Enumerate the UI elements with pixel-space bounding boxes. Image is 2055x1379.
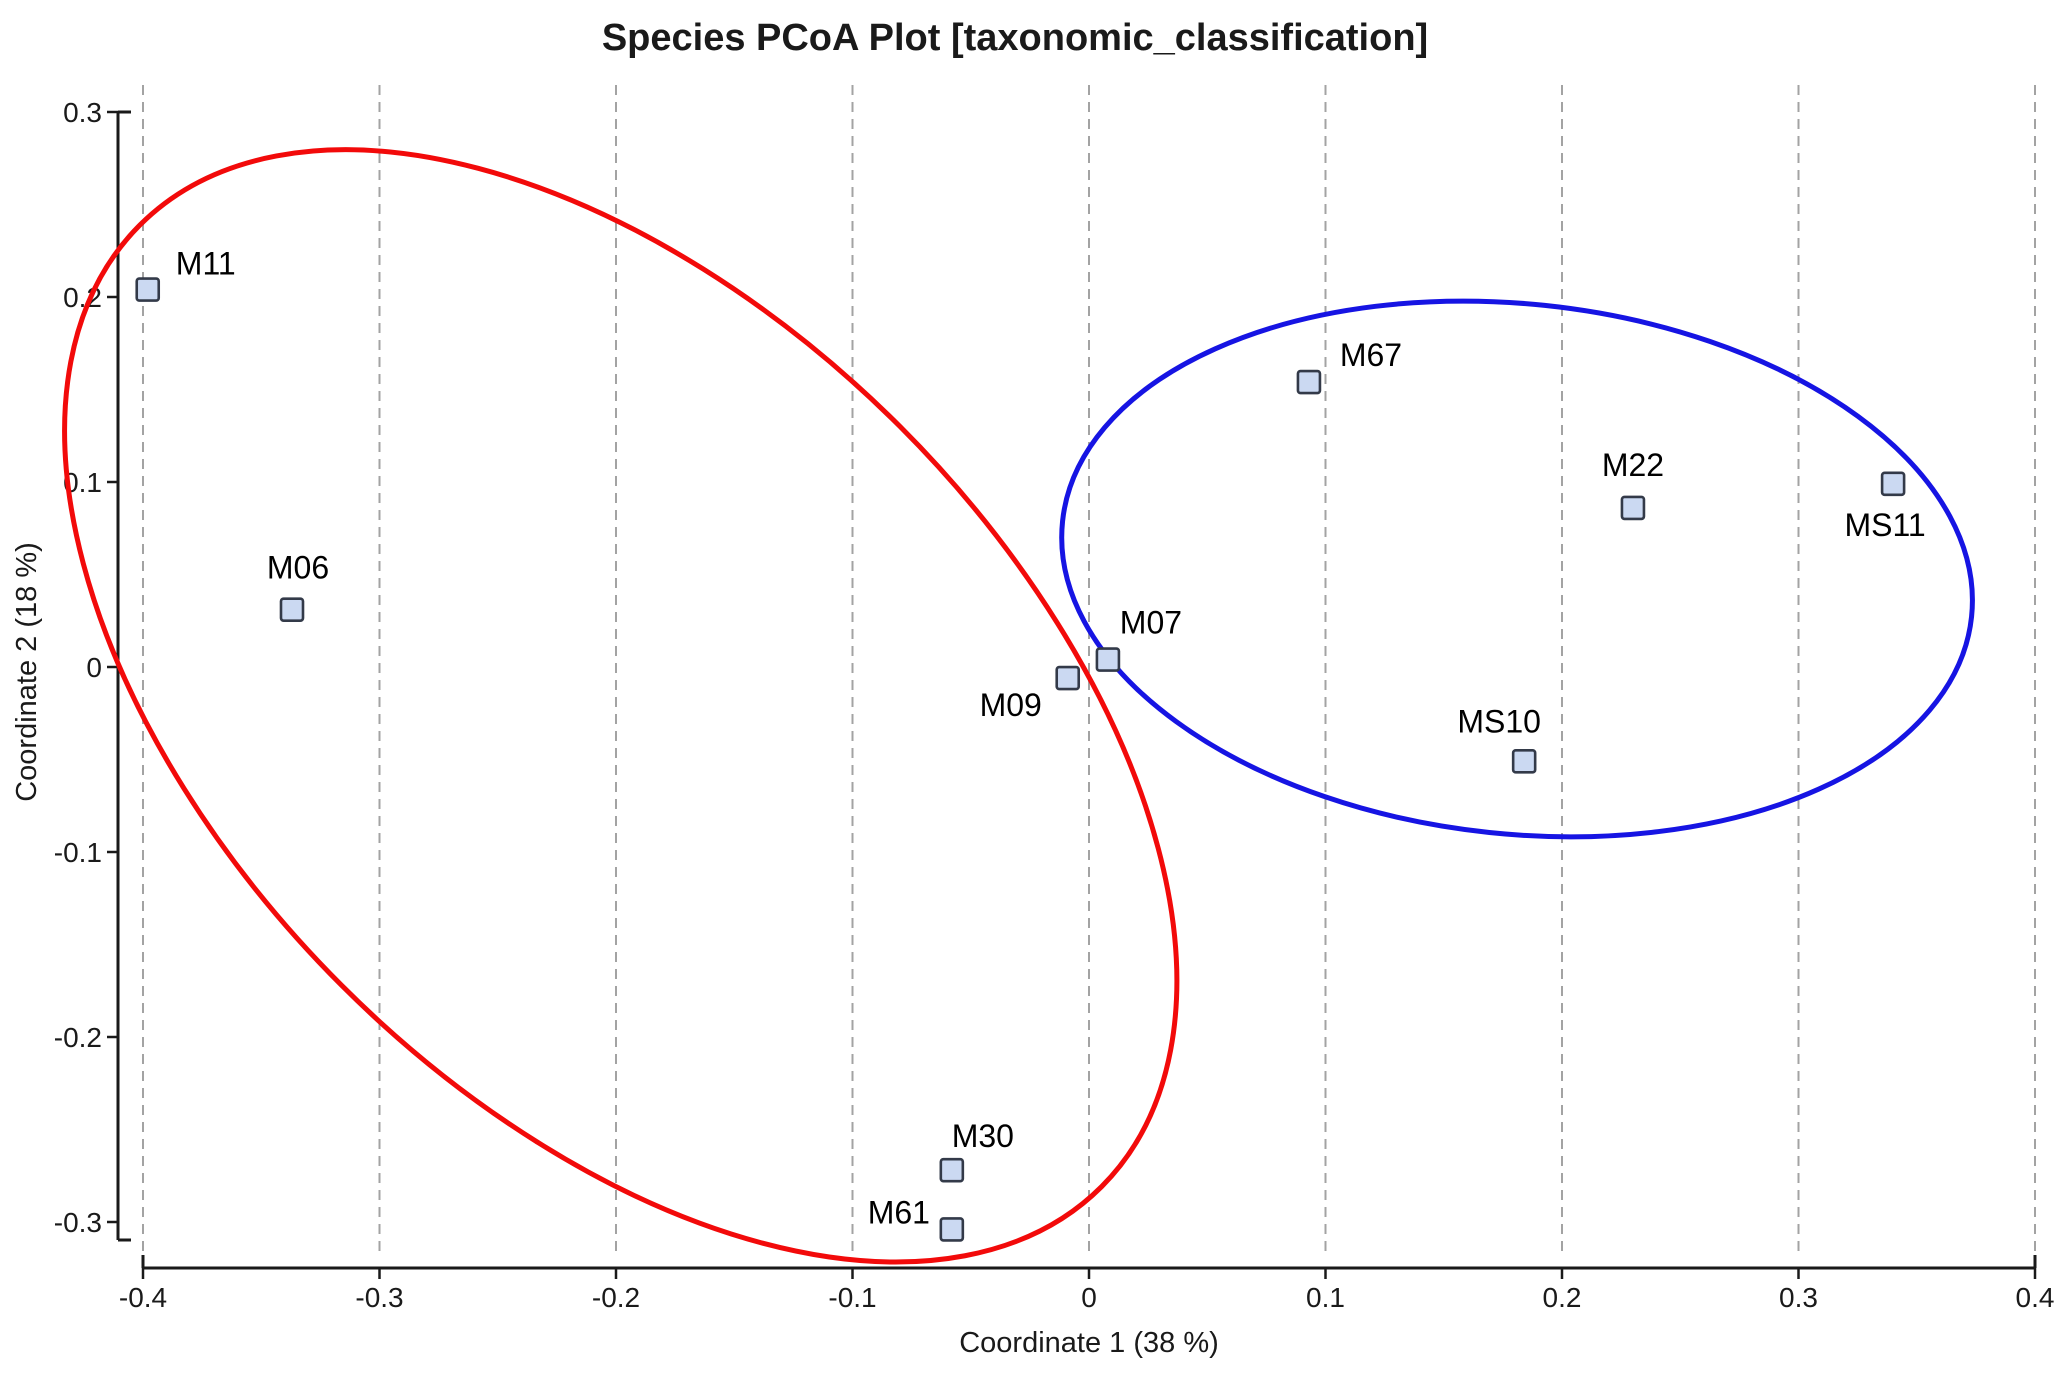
y-tick-label: 0.3 bbox=[63, 97, 102, 128]
y-tick-label: -0.3 bbox=[54, 1207, 102, 1238]
x-axis-title: Coordinate 1 (38 %) bbox=[959, 1327, 1219, 1359]
y-tick-label: -0.2 bbox=[54, 1022, 102, 1053]
x-tick-label: 0.4 bbox=[2016, 1282, 2055, 1313]
y-tick-label: -0.1 bbox=[54, 837, 102, 868]
point-marker-M61 bbox=[939, 1217, 965, 1242]
point-label-MS11: MS11 bbox=[1844, 507, 1925, 543]
point-label-M22: M22 bbox=[1602, 447, 1664, 483]
x-tick-label: -0.1 bbox=[828, 1282, 876, 1313]
point-label-MS10: MS10 bbox=[1457, 703, 1541, 739]
point-label-M67: M67 bbox=[1340, 337, 1402, 373]
point-marker-M22 bbox=[1620, 495, 1646, 521]
point-marker-M11 bbox=[135, 277, 161, 302]
cluster-red-ellipse bbox=[62, 147, 1180, 1265]
point-label-M30: M30 bbox=[952, 1118, 1014, 1154]
point-marker-M30 bbox=[939, 1157, 965, 1183]
x-tick-label: -0.3 bbox=[355, 1282, 403, 1313]
point-label-M11: M11 bbox=[176, 246, 236, 282]
x-tick-label: 0.3 bbox=[1779, 1282, 1818, 1313]
chart-title: Species PCoA Plot [taxonomic_classificat… bbox=[602, 17, 1428, 59]
point-label-M06: M06 bbox=[267, 550, 329, 586]
point-marker-MS11 bbox=[1880, 471, 1906, 497]
data-points: M11 M06 M09 M07 M67 M22 MS11 MS10 M30 M61 bbox=[135, 246, 1926, 1242]
y-axis: 0.30.20.10-0.1-0.2-0.3 bbox=[54, 97, 131, 1242]
cluster-ellipses bbox=[62, 147, 1975, 1265]
x-tick-label: -0.4 bbox=[119, 1282, 167, 1313]
gridlines bbox=[142, 85, 2036, 1252]
point-label-M07: M07 bbox=[1120, 605, 1182, 641]
point-marker-M07 bbox=[1095, 647, 1121, 672]
point-marker-M67 bbox=[1296, 369, 1322, 395]
cluster-blue-ellipse bbox=[1059, 298, 1975, 840]
x-tick-label: 0.1 bbox=[1306, 1282, 1345, 1313]
y-axis-title: Coordinate 2 (18 %) bbox=[11, 542, 43, 802]
x-tick-label: 0.2 bbox=[1543, 1282, 1582, 1313]
point-label-M61: M61 bbox=[868, 1194, 930, 1230]
y-tick-label: 0 bbox=[86, 652, 102, 683]
x-tick-label: 0 bbox=[1081, 1282, 1097, 1313]
x-tick-label: -0.2 bbox=[592, 1282, 640, 1313]
point-marker-MS10 bbox=[1511, 749, 1537, 774]
point-marker-M09 bbox=[1055, 665, 1081, 691]
x-axis: -0.4 -0.3 -0.2 -0.1 0 0.1 0.2 0.3 0.4 bbox=[119, 1255, 2055, 1313]
point-marker-M06 bbox=[279, 597, 305, 622]
point-label-M09: M09 bbox=[980, 687, 1042, 723]
